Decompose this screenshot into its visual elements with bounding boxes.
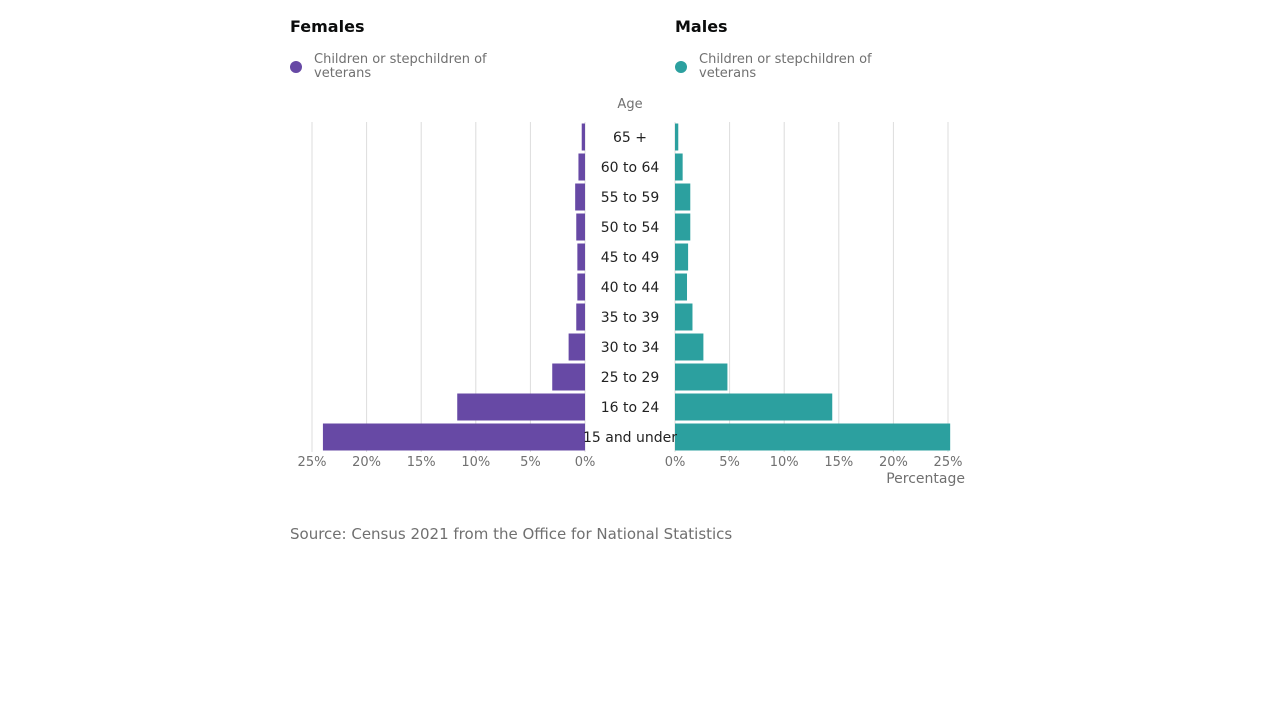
female-bar <box>577 273 585 301</box>
x-axis-label: Percentage <box>886 471 965 487</box>
female-x-tick-label: 10% <box>461 455 490 470</box>
male-x-tick-label: 5% <box>719 455 740 470</box>
male-x-tick-label: 20% <box>879 455 908 470</box>
female-x-tick-label: 5% <box>520 455 541 470</box>
male-x-tick-label: 10% <box>770 455 799 470</box>
females-panel-title: Females <box>290 17 365 36</box>
males-legend: Children or stepchildren of veterans <box>675 53 915 81</box>
age-category-label: 55 to 59 <box>601 190 660 206</box>
age-category-label: 45 to 49 <box>601 250 660 266</box>
female-bar <box>581 123 585 151</box>
age-category-label: 25 to 29 <box>601 370 660 386</box>
male-bar <box>675 393 833 421</box>
female-x-tick-label: 15% <box>407 455 436 470</box>
females-legend: Children or stepchildren of veterans <box>290 53 530 81</box>
female-bar <box>322 423 585 451</box>
female-x-tick-label: 20% <box>352 455 381 470</box>
female-x-tick-label: 25% <box>298 455 327 470</box>
male-bar <box>675 123 679 151</box>
age-category-label: 50 to 54 <box>601 220 660 236</box>
age-category-label: 30 to 34 <box>601 340 660 356</box>
female-bar <box>552 363 585 391</box>
age-category-label: 65 + <box>613 130 647 146</box>
female-bar <box>457 393 585 421</box>
age-category-label: 35 to 39 <box>601 310 660 326</box>
males-legend-swatch <box>675 61 687 73</box>
age-axis-title: Age <box>617 97 642 112</box>
male-bar <box>675 183 691 211</box>
females-legend-swatch <box>290 61 302 73</box>
male-x-tick-label: 0% <box>665 455 686 470</box>
males-panel-title: Males <box>675 17 728 36</box>
male-bar <box>675 243 689 271</box>
age-category-label: 15 and under <box>583 430 677 446</box>
male-bar <box>675 423 951 451</box>
age-category-label: 40 to 44 <box>601 280 660 296</box>
male-x-tick-label: 25% <box>934 455 963 470</box>
female-bar <box>568 333 585 361</box>
female-bar <box>576 213 585 241</box>
male-bar <box>675 213 691 241</box>
male-bar <box>675 333 704 361</box>
male-bar <box>675 303 693 331</box>
female-bar <box>578 153 585 181</box>
females-legend-label: Children or stepchildren of veterans <box>314 52 487 81</box>
males-legend-label: Children or stepchildren of veterans <box>699 52 872 81</box>
female-bar <box>576 303 585 331</box>
age-category-label: 60 to 64 <box>601 160 660 176</box>
male-bar <box>675 363 728 391</box>
source-note: Source: Census 2021 from the Office for … <box>290 525 733 543</box>
age-category-label: 16 to 24 <box>601 400 660 416</box>
male-x-tick-label: 15% <box>824 455 853 470</box>
female-x-tick-label: 0% <box>575 455 596 470</box>
male-bar <box>675 273 688 301</box>
female-bar <box>575 183 585 211</box>
male-bar <box>675 153 683 181</box>
female-bar <box>577 243 585 271</box>
population-pyramid-chart: Age 65 + 60 to 64 55 to 59 50 to 54 45 to 49 4… <box>298 97 965 487</box>
